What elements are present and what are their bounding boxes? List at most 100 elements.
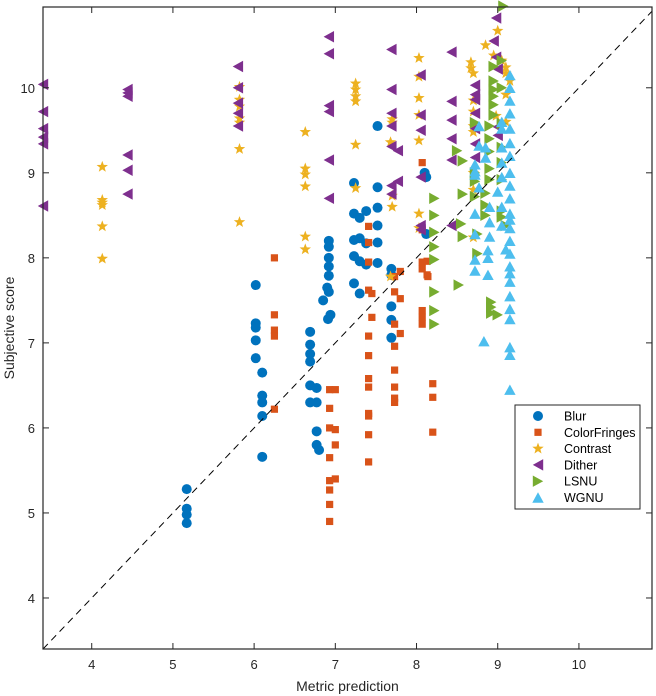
y-axis-title: Subjective score bbox=[1, 276, 17, 379]
data-point-wgnu bbox=[504, 123, 516, 134]
legend-item-wgnu[interactable]: WGNU bbox=[532, 491, 604, 505]
legend-label: Contrast bbox=[564, 442, 612, 456]
data-point-wgnu bbox=[504, 248, 516, 259]
data-point-dither bbox=[386, 120, 397, 132]
data-point-lsnu bbox=[429, 253, 440, 266]
x-tick-label: 10 bbox=[572, 657, 586, 672]
data-point-colorfringes bbox=[368, 313, 376, 321]
data-point-lsnu bbox=[429, 318, 440, 330]
data-point-colorfringes bbox=[365, 374, 373, 383]
data-point-dither bbox=[415, 224, 426, 236]
data-point-colorfringes bbox=[326, 404, 334, 412]
data-point-blur bbox=[323, 252, 334, 263]
data-point-contrast bbox=[299, 162, 311, 174]
legend-item-lsnu[interactable]: LSNU bbox=[532, 475, 598, 489]
data-point-dither bbox=[392, 144, 404, 157]
data-point-colorfringes bbox=[270, 405, 279, 413]
legend-item-blur[interactable]: Blur bbox=[533, 410, 586, 424]
data-point-wgnu bbox=[482, 244, 494, 256]
data-point-contrast bbox=[413, 134, 425, 146]
legend-item-colorfringes[interactable]: ColorFringes bbox=[534, 426, 636, 440]
legend-item-dither[interactable]: Dither bbox=[532, 458, 598, 472]
data-point-dither bbox=[232, 107, 244, 120]
data-point-blur bbox=[311, 397, 322, 408]
data-point-wgnu bbox=[504, 313, 516, 325]
legend[interactable]: Blur ColorFringes Contrast Dither LSNU WGNU bbox=[514, 404, 641, 510]
data-point-contrast bbox=[386, 116, 398, 128]
data-point-blur bbox=[305, 339, 316, 350]
data-point-colorfringes bbox=[390, 366, 399, 374]
data-point-wgnu bbox=[483, 216, 496, 228]
y-tick-label: 10 bbox=[21, 81, 35, 96]
data-point-colorfringes bbox=[418, 306, 426, 315]
data-point-wgnu bbox=[473, 120, 485, 132]
data-point-colorfringes bbox=[396, 329, 404, 338]
data-point-blur bbox=[257, 367, 268, 378]
data-point-wgnu bbox=[504, 95, 516, 106]
data-point-colorfringes bbox=[270, 311, 279, 319]
x-axis-title: Metric prediction bbox=[296, 678, 399, 694]
data-point-colorfringes bbox=[365, 412, 373, 420]
data-point-dither bbox=[415, 171, 426, 183]
data-point-dither bbox=[232, 60, 244, 73]
data-point-wgnu bbox=[496, 123, 508, 134]
data-point-wgnu bbox=[478, 335, 490, 347]
data-point-contrast bbox=[467, 126, 480, 137]
y-tick-label: 7 bbox=[28, 336, 35, 351]
data-point-wgnu bbox=[469, 169, 481, 180]
data-point-colorfringes bbox=[365, 238, 373, 247]
y-tick-label: 6 bbox=[28, 421, 35, 436]
data-point-wgnu bbox=[473, 140, 485, 151]
data-point-colorfringes bbox=[365, 458, 373, 466]
data-point-lsnu bbox=[488, 60, 499, 73]
data-point-contrast bbox=[299, 180, 311, 192]
data-point-colorfringes bbox=[270, 254, 279, 262]
data-point-wgnu bbox=[504, 214, 516, 225]
data-point-dither bbox=[446, 114, 457, 126]
data-point-dither bbox=[469, 107, 481, 120]
x-tick-label: 8 bbox=[413, 657, 420, 672]
data-point-colorfringes bbox=[390, 394, 399, 402]
data-point-wgnu bbox=[504, 341, 516, 353]
data-point-blur bbox=[305, 348, 316, 359]
data-point-contrast bbox=[233, 116, 246, 128]
legend-item-contrast[interactable]: Contrast bbox=[532, 442, 612, 456]
data-point-wgnu bbox=[504, 384, 516, 395]
data-point-blur bbox=[314, 445, 325, 456]
data-point-lsnu bbox=[429, 241, 440, 253]
data-point-lsnu bbox=[429, 304, 440, 317]
data-point-colorfringes bbox=[396, 267, 404, 276]
data-point-wgnu bbox=[469, 228, 481, 240]
data-point-dither bbox=[386, 179, 397, 192]
data-point-lsnu bbox=[496, 82, 507, 94]
identity-reference-line bbox=[42, 10, 653, 650]
data-point-dither bbox=[122, 188, 133, 200]
data-point-colorfringes bbox=[326, 517, 334, 526]
data-point-blur bbox=[354, 288, 365, 299]
data-point-contrast bbox=[467, 67, 480, 79]
data-point-dither bbox=[232, 82, 244, 94]
data-point-lsnu bbox=[480, 199, 491, 211]
data-point-dither bbox=[232, 120, 244, 132]
legend-marker-blur-icon bbox=[533, 411, 543, 421]
data-point-colorfringes bbox=[390, 383, 399, 391]
data-point-dither bbox=[386, 140, 397, 153]
data-point-blur bbox=[250, 280, 261, 291]
y-tick-label: 4 bbox=[28, 591, 35, 606]
data-point-blur bbox=[323, 235, 334, 246]
data-point-wgnu bbox=[504, 349, 516, 360]
data-point-lsnu bbox=[488, 99, 499, 111]
data-point-contrast bbox=[465, 62, 477, 74]
data-point-dither bbox=[323, 48, 335, 60]
data-point-contrast bbox=[349, 77, 362, 89]
data-point-contrast bbox=[413, 207, 425, 219]
data-point-blur bbox=[305, 326, 316, 337]
data-point-colorfringes bbox=[390, 272, 399, 281]
data-point-lsnu bbox=[457, 188, 469, 200]
data-point-wgnu bbox=[504, 150, 516, 162]
data-point-wgnu bbox=[496, 220, 508, 231]
data-point-wgnu bbox=[504, 261, 516, 272]
data-point-colorfringes bbox=[368, 289, 376, 298]
data-point-contrast bbox=[500, 115, 512, 127]
data-point-wgnu bbox=[496, 116, 508, 127]
